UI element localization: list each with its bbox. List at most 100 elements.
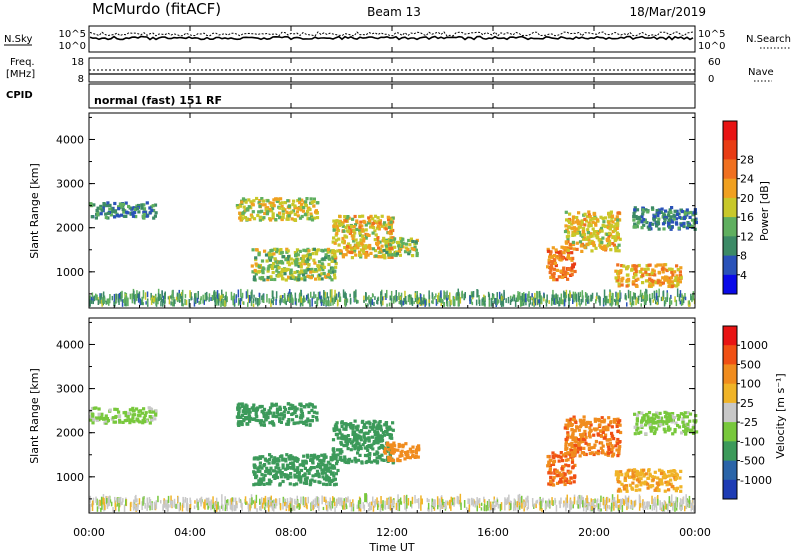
scatter-cell — [362, 502, 364, 509]
scatter-cell — [252, 275, 257, 279]
scatter-cell — [573, 436, 577, 440]
scatter-cell — [258, 464, 262, 468]
scatter-cell — [546, 455, 550, 459]
scatter-cell — [664, 501, 667, 510]
scatter-cell — [403, 250, 408, 254]
scatter-cell — [581, 437, 585, 441]
scatter-cell — [638, 494, 641, 504]
scatter-cell — [164, 295, 166, 304]
scatter-cell — [603, 289, 606, 299]
scatter-cell — [570, 258, 574, 262]
scatter-cell — [367, 219, 372, 223]
scatter-cell — [391, 240, 395, 245]
scatter-cell — [314, 277, 318, 281]
scatter-cell — [621, 498, 624, 504]
scatter-cell — [302, 496, 305, 506]
scatter-cell — [506, 497, 509, 505]
scatter-cell — [584, 424, 588, 429]
scatter-cell — [324, 253, 328, 257]
scatter-cell — [502, 298, 505, 307]
scatter-cell — [557, 250, 561, 254]
scatter-cell — [650, 278, 654, 282]
scatter-cell — [335, 231, 339, 235]
scatter-cell — [577, 428, 581, 432]
scatter-cell — [411, 445, 415, 449]
scatter-cell — [514, 502, 517, 511]
scatter-cell — [137, 409, 141, 413]
scatter-cell — [138, 413, 142, 417]
scatter-cell — [286, 249, 290, 253]
scatter-cell — [541, 507, 543, 512]
scatter-cell — [340, 421, 344, 425]
scatter-cell — [653, 417, 657, 421]
scatter-cell — [389, 451, 393, 455]
scatter-cell — [525, 301, 527, 306]
scatter-cell — [408, 447, 412, 451]
scatter-cell — [570, 441, 574, 445]
scatter-cell — [569, 470, 573, 474]
scatter-cell — [271, 270, 275, 275]
scatter-cell — [376, 424, 380, 428]
scatter-cell — [235, 497, 237, 505]
scatter-cell — [286, 199, 290, 203]
scatter-cell — [639, 289, 642, 298]
scatter-cell — [328, 482, 332, 486]
scatter-cell — [410, 500, 412, 507]
scatter-cell — [315, 418, 319, 422]
scatter-cell — [378, 247, 383, 252]
scatter-cell — [246, 501, 248, 505]
scatter-cell — [655, 414, 659, 418]
scatter-cell — [617, 452, 621, 456]
scatter-cell — [573, 446, 577, 450]
scatter-cell — [90, 296, 93, 301]
scatter-cell — [621, 504, 624, 512]
scatter-cell — [280, 471, 284, 475]
scatter-cell — [550, 254, 555, 258]
scatter-cell — [153, 214, 157, 218]
scatter-cell — [694, 419, 698, 423]
scatter-cell — [353, 446, 357, 450]
scatter-cell — [535, 501, 537, 509]
scatter-cell — [600, 434, 604, 438]
scatter-cell — [580, 221, 584, 225]
scatter-cell — [688, 419, 692, 423]
scatter-cell — [270, 501, 272, 506]
scatter-cell — [356, 504, 358, 509]
scatter-cell — [369, 225, 373, 229]
scatter-cell — [560, 299, 562, 304]
scatter-cell — [293, 206, 297, 210]
scatter-cell — [233, 497, 235, 503]
scatter-cell — [349, 441, 354, 445]
scatter-cell — [686, 223, 690, 227]
scatter-cell — [678, 273, 683, 277]
scatter-cell — [338, 428, 342, 432]
scatter-cell — [674, 489, 678, 493]
scatter-cell — [547, 471, 551, 475]
scatter-cell — [221, 294, 223, 299]
scatter-cell — [607, 423, 611, 427]
scatter-cell — [389, 218, 393, 222]
scatter-cell — [390, 255, 394, 259]
scatter-cell — [548, 467, 552, 471]
scatter-cell — [656, 481, 660, 485]
scatter-cell — [197, 291, 199, 300]
scatter-cell — [676, 414, 680, 418]
scatter-cell — [674, 476, 678, 480]
scatter-cell — [520, 295, 522, 303]
scatter-cell — [245, 416, 249, 420]
scatter-cell — [411, 496, 414, 505]
scatter-cell — [589, 232, 593, 236]
scatter-cell — [313, 405, 317, 409]
scatter-cell — [435, 299, 438, 306]
scatter-cell — [251, 210, 255, 214]
scatter-cell — [254, 413, 258, 417]
scatter-cell — [91, 292, 94, 299]
scatter-cell — [467, 498, 469, 504]
scatter-cell — [275, 197, 279, 201]
scatter-cell — [587, 431, 591, 435]
scatter-cell — [312, 410, 316, 414]
scatter-cell — [333, 295, 336, 304]
scatter-cell — [400, 292, 403, 298]
scatter-cell — [650, 416, 654, 420]
scatter-cell — [247, 503, 250, 510]
